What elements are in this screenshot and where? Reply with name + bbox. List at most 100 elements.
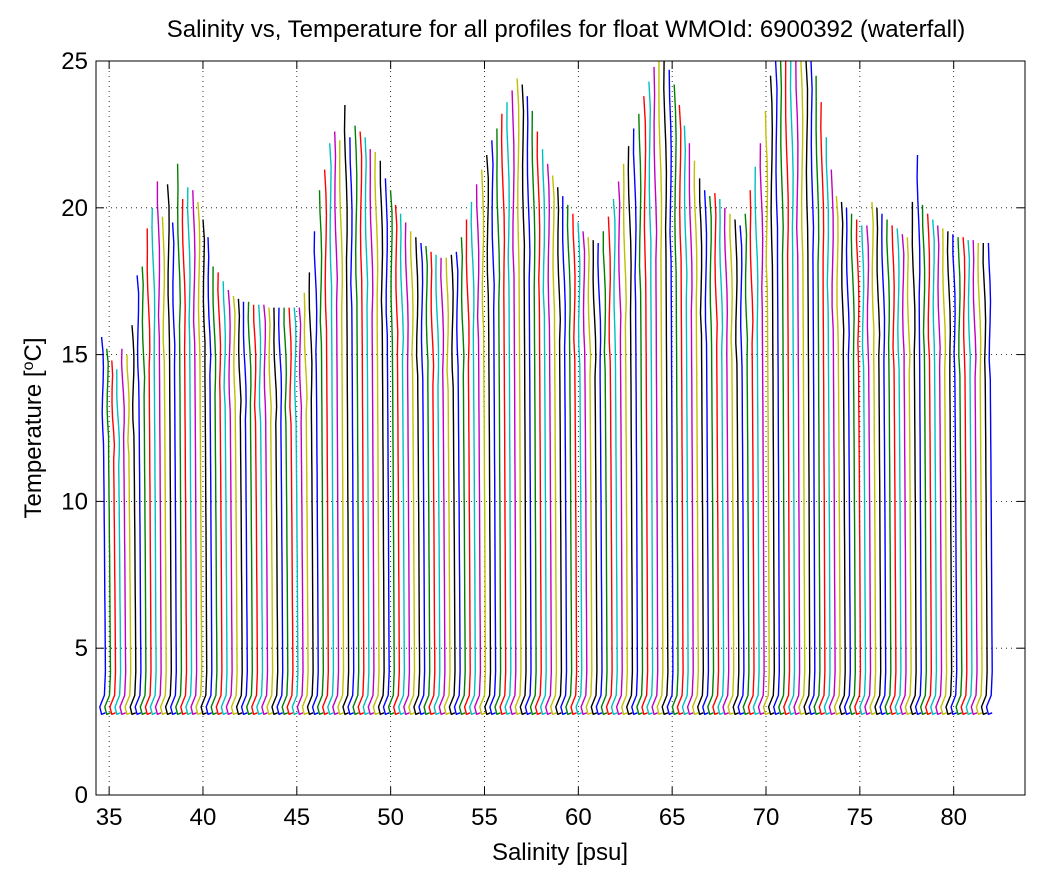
x-axis-label: Salinity [psu]: [492, 839, 628, 866]
profile-line: [352, 125, 360, 715]
profile-line: [215, 272, 223, 715]
profile-line: [119, 348, 127, 715]
x-tick-label: 60: [565, 804, 592, 831]
profile-line: [474, 184, 482, 715]
profile-line: [433, 254, 441, 715]
profile-line: [261, 304, 269, 715]
profile-line: [955, 237, 963, 715]
profile-line: [762, 110, 770, 715]
profile-line: [479, 169, 487, 715]
profile-line: [175, 163, 183, 715]
profile-line: [849, 213, 856, 715]
profile-line: [387, 190, 395, 715]
profile-line: [808, 61, 816, 715]
profile-line: [610, 198, 618, 715]
y-tick-label: 20: [61, 195, 88, 222]
profile-line: [631, 128, 639, 715]
profile-line: [428, 251, 436, 715]
profile-line: [950, 234, 958, 715]
profile-line: [818, 102, 826, 715]
x-tick-label: 75: [846, 804, 873, 831]
profile-line: [276, 307, 284, 715]
profile-line: [560, 196, 568, 715]
profile-line: [702, 190, 710, 715]
profile-line: [443, 257, 451, 715]
profile-line: [463, 219, 471, 715]
profile-line: [139, 266, 147, 715]
profile-line: [296, 307, 304, 715]
profile-line: [104, 348, 112, 715]
profile-line: [347, 137, 355, 715]
profile-line: [129, 325, 137, 715]
y-tick-label: 10: [61, 488, 88, 515]
profile-line: [220, 281, 228, 715]
profile-line: [838, 201, 846, 715]
x-tick-label: 35: [96, 804, 123, 831]
profile-line: [965, 240, 973, 715]
y-tick-label: 15: [61, 342, 88, 369]
profile-line: [742, 213, 750, 715]
profile-line: [823, 137, 831, 715]
profile-line: [489, 140, 497, 715]
profile-line: [438, 257, 446, 715]
profile-line: [717, 198, 725, 715]
profile-line: [403, 222, 411, 715]
profile-line: [529, 110, 537, 715]
profile-line: [757, 143, 765, 715]
profile-line: [833, 196, 841, 715]
chart-title: Salinity vs, Temperature for all profile…: [167, 16, 966, 43]
profile-line: [615, 181, 623, 715]
profile-line: [504, 102, 512, 715]
y-axis-label-superscript: o: [20, 361, 37, 370]
x-tick-label: 45: [283, 804, 310, 831]
profile-line: [134, 275, 142, 715]
profile-line: [585, 237, 593, 715]
profile-line: [945, 231, 953, 715]
profile-line: [230, 295, 238, 715]
profile-line: [311, 231, 319, 715]
profile-line: [453, 251, 461, 715]
profile-line: [509, 90, 517, 715]
profile-line: [393, 204, 400, 715]
profile-line: [869, 201, 877, 715]
profile-line: [524, 96, 532, 715]
profile-line: [854, 219, 862, 715]
profile-line: [641, 96, 649, 715]
profile-line: [985, 242, 993, 715]
y-axis-label-end: C]: [20, 338, 47, 362]
profile-line: [377, 160, 385, 715]
profile-line: [550, 175, 558, 715]
profile-line: [484, 154, 492, 715]
profile-line: [732, 219, 740, 715]
profile-line: [494, 128, 502, 715]
profile-line: [545, 163, 552, 715]
profile-line: [423, 245, 431, 715]
profile-line: [235, 298, 243, 715]
profile-line: [676, 104, 684, 715]
profile-line: [99, 336, 107, 715]
profile-line: [874, 207, 882, 715]
profile-line: [316, 190, 324, 715]
profile-line: [519, 84, 527, 715]
profile-line: [681, 125, 689, 715]
profile-line: [555, 187, 563, 715]
profile-line: [666, 69, 674, 715]
profile-line: [656, 61, 664, 715]
profile-line: [170, 222, 177, 715]
profile-line: [899, 234, 907, 715]
axis-ticks: 35 40 45 50 55 60 65 70 75 80 0 5 10 15 20 25: [61, 48, 1025, 831]
profile-line: [154, 181, 162, 715]
y-tick-label: 5: [75, 635, 88, 662]
profile-line: [960, 237, 968, 715]
profile-line: [889, 225, 897, 715]
profile-line: [306, 272, 314, 715]
profile-line: [499, 113, 507, 715]
profile-line: [205, 237, 213, 715]
profile-line: [727, 213, 735, 715]
profile-line: [803, 61, 811, 715]
profile-line: [164, 184, 172, 715]
profile-line: [372, 151, 380, 715]
profile-line: [778, 61, 786, 715]
profile-line: [246, 301, 253, 715]
